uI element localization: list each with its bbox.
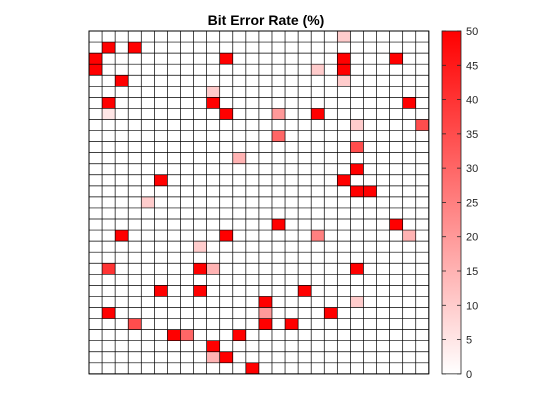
heatmap-cell — [350, 163, 364, 175]
heatmap-cell — [206, 351, 220, 363]
heatmap-cell — [102, 263, 116, 275]
heatmap-cell — [324, 307, 338, 319]
colorbar-ticks: 0 5 10 15 20 25 30 35 40 45 50 — [442, 26, 478, 381]
heatmap-cell — [154, 285, 168, 297]
heatmap-cell — [271, 108, 286, 120]
colorbar-tick-label: 5 — [466, 335, 472, 347]
heatmap-cell — [311, 108, 325, 120]
chart-title: Bit Error Rate (%) — [208, 12, 325, 28]
colorbar-tick-label: 45 — [466, 60, 478, 72]
heatmap-cell — [115, 75, 129, 87]
heatmap-cell — [102, 97, 116, 109]
heatmap-cell — [206, 97, 220, 109]
heatmap-cell — [141, 196, 155, 208]
colorbar-tick-label: 25 — [466, 197, 478, 209]
heatmap-cell — [298, 285, 312, 297]
heatmap-cell — [219, 108, 233, 120]
colorbar-tick-label: 30 — [466, 163, 478, 175]
colorbar-tick-label: 10 — [466, 300, 478, 312]
heatmap-cell — [258, 318, 272, 330]
heatmap-cell — [245, 362, 259, 374]
heatmap-cell — [350, 263, 364, 275]
heatmap-cell — [285, 318, 299, 330]
colorbar-tick-label: 20 — [466, 232, 478, 244]
colorbar: 0 5 10 15 20 25 30 35 40 45 50 — [441, 26, 478, 381]
heatmap-cells — [89, 31, 429, 374]
heatmap-cell — [350, 296, 364, 308]
heatmap-cell — [258, 307, 272, 319]
colorbar-tick-label: 35 — [466, 129, 478, 141]
heatmap-cell — [219, 230, 233, 242]
heatmap-cell — [337, 31, 351, 43]
heatmap-cell — [258, 296, 272, 308]
heatmap-cell — [206, 263, 220, 275]
heatmap-cell — [271, 219, 286, 231]
heatmap-cell — [193, 241, 207, 253]
heatmap-cell — [102, 108, 116, 120]
heatmap-cell — [193, 285, 207, 297]
heatmap-cell — [337, 75, 351, 87]
heatmap-cell — [389, 219, 403, 231]
heatmap-cell — [102, 42, 116, 54]
heatmap-cell — [402, 230, 416, 242]
heatmap-cell — [89, 53, 103, 65]
heatmap-cell — [415, 119, 429, 131]
heatmap-cell — [350, 119, 364, 131]
heatmap-cell — [232, 152, 246, 164]
heatmap-cell — [219, 53, 233, 65]
heatmap-cell — [389, 53, 403, 65]
heatmap-cell — [206, 86, 220, 98]
heatmap-cell — [167, 329, 181, 341]
heatmap-cell — [219, 351, 233, 363]
colorbar-tick-label: 15 — [466, 266, 478, 278]
colorbar-tick-label: 40 — [466, 95, 478, 107]
heatmap-cell — [180, 329, 194, 341]
colorbar-tick-label: 50 — [466, 26, 478, 38]
heatmap-cell — [102, 307, 116, 319]
heatmap-cell — [206, 340, 220, 352]
heatmap-cell — [311, 230, 325, 242]
heatmap-cell — [350, 185, 364, 197]
heatmap-cell — [337, 53, 351, 65]
heatmap-cell — [311, 64, 325, 76]
heatmap-cell — [154, 174, 168, 186]
heatmap-cell — [337, 174, 351, 186]
plot-frame — [88, 30, 430, 375]
heatmap-cell — [337, 64, 351, 76]
heatmap-cell — [271, 130, 286, 142]
heatmap-cell — [89, 64, 103, 76]
heatmap-cell — [193, 263, 207, 275]
heatmap-cell — [128, 42, 142, 54]
heatmap-cell — [115, 230, 129, 242]
heatmap-cell — [128, 318, 142, 330]
heatmap-cell — [402, 97, 416, 109]
heatmap-cell — [232, 329, 246, 341]
heatmap-cell — [363, 185, 377, 197]
colorbar-tick-label: 0 — [466, 369, 472, 381]
heatmap-cell — [350, 141, 364, 153]
